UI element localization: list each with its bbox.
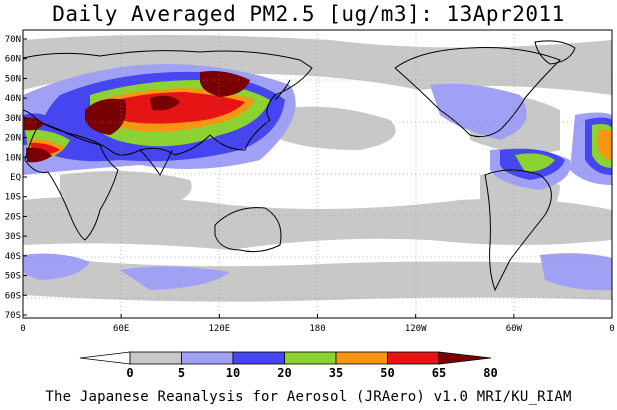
lat-tick-label: 30N: [5, 114, 21, 124]
lat-tick-label: 10N: [5, 153, 21, 163]
lat-tick-label: 20N: [5, 134, 21, 144]
lat-tick-label: 20S: [5, 212, 21, 222]
pm25-band-5-10: [23, 35, 612, 95]
lon-tick-label: 180: [309, 324, 325, 334]
coastline-africa: [24, 121, 119, 241]
coastline-greenland: [534, 40, 576, 65]
coastline-europe-asia: [23, 50, 313, 156]
lat-tick-label: 10S: [5, 193, 21, 203]
colorbar-label: 35: [329, 366, 343, 380]
coastlines: [23, 40, 576, 292]
lat-tick-label: EQ: [10, 173, 21, 183]
lon-axis: 0 60E 120E 180 120W 60W 0: [20, 314, 615, 334]
colorbar-label: 50: [380, 366, 394, 380]
colorbar-swatch: [335, 351, 388, 365]
coastline-japan: [274, 79, 291, 101]
coastline-australia: [214, 207, 282, 253]
lon-tick-label: 120W: [405, 324, 427, 334]
gridlines: [23, 30, 612, 318]
lat-tick-label: 60S: [5, 291, 21, 301]
colorbar-swatch: [129, 351, 182, 365]
lat-axis: 70N 60N 50N 40N 30N 20N 10N EQ 10S 20S 30S 40S 50S 60…: [5, 35, 27, 321]
pm25-band-65-80: [108, 92, 245, 124]
lon-tick-label: 60W: [506, 324, 523, 334]
pm25-band-10-20: [120, 266, 230, 290]
lat-tick-label: 40N: [5, 94, 21, 104]
pm25-band-5-10: [270, 106, 396, 150]
lon-tick-label: 0: [609, 324, 614, 334]
pm25-band-10-20: [540, 253, 612, 291]
lon-tick-label: 120E: [208, 324, 230, 334]
lat-tick-label: 60N: [5, 55, 21, 65]
colorbar-label: 0: [126, 366, 133, 380]
pm25-band-over-80: [85, 98, 126, 135]
colorbar-label: 10: [226, 366, 240, 380]
pm25-field: [23, 35, 612, 302]
pm25-band-5-10: [23, 196, 612, 250]
coastline-south-america: [484, 169, 552, 292]
colorbar-swatch: [284, 351, 337, 365]
pm25-band-over-80: [200, 71, 250, 97]
colorbar-swatch: [181, 351, 234, 365]
lat-tick-label: 30S: [5, 232, 21, 242]
pm25-band-over-80: [150, 95, 180, 111]
colorbar-label: 20: [277, 366, 291, 380]
coastline-india: [139, 149, 173, 176]
colorbar-arrow-high: [438, 351, 492, 365]
lat-tick-label: 70N: [5, 35, 21, 45]
pm25-band-50-65: [598, 129, 612, 160]
colorbar-label: 80: [483, 366, 497, 380]
pm25-band-over-80: [26, 147, 52, 163]
colorbar: 0 5 10 20 35 50 65 80: [79, 351, 498, 380]
lon-tick-label: 0: [20, 324, 25, 334]
pm25-band-10-20: [430, 83, 527, 140]
lon-tick-label: 60E: [113, 324, 129, 334]
colorbar-arrow-low: [79, 351, 131, 365]
pm25-band-10-20: [23, 253, 90, 280]
credit-line: The Japanese Reanalysis for Aerosol (JRA…: [45, 389, 572, 405]
colorbar-swatch: [232, 351, 285, 365]
lat-tick-label: 40S: [5, 252, 21, 262]
colorbar-label: 65: [432, 366, 446, 380]
map-title: Daily Averaged PM2.5 [ug/m3]: 13Apr2011: [52, 2, 565, 26]
pm25-band-35-50: [515, 153, 555, 172]
colorbar-label: 5: [178, 366, 185, 380]
lat-tick-label: 50N: [5, 74, 21, 84]
lat-tick-label: 70S: [5, 311, 21, 321]
pm25-band-5-10: [60, 171, 192, 210]
lat-tick-label: 50S: [5, 272, 21, 282]
colorbar-swatch: [387, 351, 440, 365]
coastline-north-america: [394, 47, 561, 138]
